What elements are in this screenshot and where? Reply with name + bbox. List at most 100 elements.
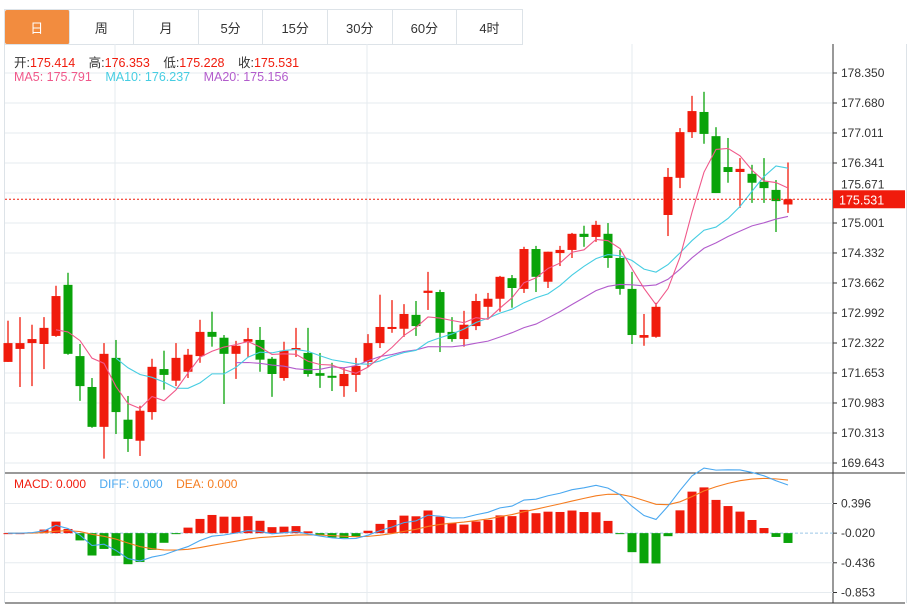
- tab-4[interactable]: 15分: [263, 10, 328, 44]
- candle-body: [495, 276, 505, 299]
- macd-bar: [375, 523, 385, 534]
- candle: [219, 335, 229, 405]
- ma10-line: [115, 165, 789, 389]
- low-value: 175.228: [179, 56, 225, 70]
- macd-bar: [279, 526, 289, 534]
- macd-bar: [687, 491, 697, 534]
- macd-bar: [471, 521, 481, 534]
- macd-bar: [87, 533, 97, 556]
- macd-bar: [51, 521, 61, 534]
- candle: [747, 164, 757, 203]
- tab-1[interactable]: 周: [70, 10, 135, 44]
- candle-body: [639, 335, 649, 338]
- candle-body: [327, 375, 337, 378]
- candle-body: [411, 314, 421, 327]
- candle: [267, 356, 277, 397]
- price-tick-label: 176.341: [841, 156, 885, 170]
- tab-6[interactable]: 60分: [393, 10, 458, 44]
- macd-bar: [783, 533, 793, 543]
- candle: [75, 343, 85, 401]
- candle-body: [567, 233, 577, 250]
- macd-bar: [615, 533, 625, 535]
- diff-line: [8, 467, 789, 562]
- candle: [627, 271, 637, 344]
- candle-body: [315, 373, 325, 376]
- candle: [255, 326, 265, 372]
- candle-body: [675, 132, 685, 178]
- macd-bar: [75, 533, 85, 541]
- candle: [663, 167, 673, 237]
- tab-3[interactable]: 5分: [199, 10, 264, 44]
- macd-bar: [483, 519, 493, 534]
- tab-0[interactable]: 日: [5, 10, 70, 44]
- candle-body: [27, 339, 37, 344]
- candle-body: [183, 354, 193, 372]
- macd-bar: [495, 515, 505, 534]
- high-value: 176.353: [104, 56, 150, 70]
- candle: [99, 343, 109, 459]
- macd-value: MACD: 0.000: [14, 477, 87, 491]
- ohlc-info: 开:175.414 高:176.353 低:175.228 收:175.531: [14, 52, 299, 71]
- candle-body: [399, 313, 409, 329]
- candle-body: [87, 386, 97, 427]
- open-label: 开:: [14, 56, 30, 70]
- price-tick-label: 172.992: [841, 306, 885, 320]
- tab-5[interactable]: 30分: [328, 10, 393, 44]
- period-tabs: 日周月 5分 15分 30分 60分 4时: [4, 9, 523, 45]
- candle: [711, 127, 721, 194]
- macd-bar: [123, 533, 133, 565]
- candle-body: [543, 251, 553, 282]
- candle-body: [531, 249, 541, 277]
- candle-body: [51, 296, 61, 336]
- candle: [123, 395, 133, 452]
- candle: [303, 327, 313, 377]
- dea-value: DEA: 0.000: [176, 477, 238, 491]
- candle-body: [231, 345, 241, 354]
- candle: [135, 405, 145, 456]
- macd-bar: [591, 512, 601, 534]
- candle-body: [63, 284, 73, 354]
- macd-bar: [639, 533, 649, 564]
- candle-body: [279, 350, 289, 379]
- candle: [339, 367, 349, 397]
- macd-bar: [603, 520, 613, 534]
- macd-bar: [243, 516, 253, 534]
- price-tick-label: 175.671: [841, 177, 885, 191]
- macd-bar: [291, 526, 301, 534]
- macd-bar: [543, 511, 553, 534]
- macd-bar: [183, 527, 193, 534]
- candle: [363, 334, 373, 367]
- macd-bar: [555, 511, 565, 534]
- last-price-label: 175.531: [839, 193, 884, 207]
- macd-tick-label: 0.396: [841, 497, 871, 511]
- macd-tick-label: -0.020: [841, 526, 875, 540]
- candle: [639, 313, 649, 346]
- macd-bar: [255, 520, 265, 534]
- macd-bar: [663, 533, 673, 537]
- candle-body: [435, 292, 445, 333]
- candle-body: [747, 173, 757, 183]
- macd-tick-label: -0.853: [841, 586, 875, 600]
- candle-body: [195, 331, 205, 357]
- candle-body: [711, 136, 721, 194]
- candle: [51, 285, 61, 337]
- candle: [231, 340, 241, 379]
- candle-body: [171, 357, 181, 381]
- candle-body: [699, 111, 709, 134]
- tab-7[interactable]: 4时: [479, 20, 500, 36]
- candle: [171, 343, 181, 387]
- ma5-line: [55, 147, 789, 410]
- macd-bar: [651, 533, 661, 564]
- candle: [567, 232, 577, 258]
- close-label: 收:: [237, 56, 254, 70]
- candle-body: [111, 357, 121, 413]
- macd-bar: [159, 533, 169, 543]
- open-value: 175.414: [29, 56, 76, 70]
- price-tick-label: 177.680: [841, 96, 885, 110]
- macd-bar: [531, 513, 541, 534]
- macd-bar: [363, 530, 373, 534]
- candle: [3, 320, 13, 362]
- macd-bar: [111, 533, 121, 556]
- tab-2[interactable]: 月: [134, 10, 199, 44]
